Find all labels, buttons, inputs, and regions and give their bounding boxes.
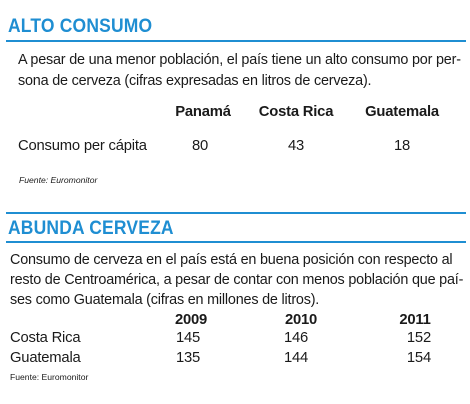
value-costa-rica: 43 (287, 138, 305, 154)
table-cell: 144 (283, 350, 309, 366)
section2-rule (6, 241, 466, 243)
col-header-panama: Panamá (175, 104, 231, 120)
section1-description-line2: sona de cerveza (cifras expresadas en li… (18, 73, 372, 89)
col-header-2009: 2009 (174, 312, 208, 328)
col-header-guatemala: Guatemala (365, 104, 439, 120)
section2-description-line2: resto de Centroamérica, a pesar de conta… (10, 272, 464, 288)
value-panama: 80 (191, 138, 209, 154)
table-cell: 145 (175, 330, 201, 346)
section2-description-line3: ses como Guatemala (cifras en millones d… (10, 292, 320, 308)
col-header-2010: 2010 (284, 312, 318, 328)
table-cell: 154 (406, 350, 431, 366)
row-label-costa-rica: Costa Rica (10, 330, 81, 346)
col-header-2011: 2011 (399, 312, 431, 328)
section1-source: Fuente: Euromonitor (19, 175, 98, 185)
table-cell: 135 (175, 350, 201, 366)
row-label-consumo: Consumo per cápita (18, 138, 147, 154)
table-cell: 152 (406, 330, 431, 346)
table-cell: 146 (283, 330, 309, 346)
value-guatemala: 18 (393, 138, 411, 154)
section2-description-line1: Consumo de cerveza en el país está en bu… (10, 252, 453, 268)
section2-title: ABUNDA CERVEZA (8, 218, 174, 239)
col-header-costa-rica: Costa Rica (258, 104, 334, 120)
row-label-guatemala: Guatemala (10, 350, 81, 366)
section1-rule (6, 40, 466, 42)
section2-rule-top (6, 212, 466, 214)
section2-source: Fuente: Euromonitor (10, 372, 89, 382)
section1-title: ALTO CONSUMO (8, 16, 153, 37)
section1-description-line1: A pesar de una menor población, el país … (18, 52, 461, 68)
